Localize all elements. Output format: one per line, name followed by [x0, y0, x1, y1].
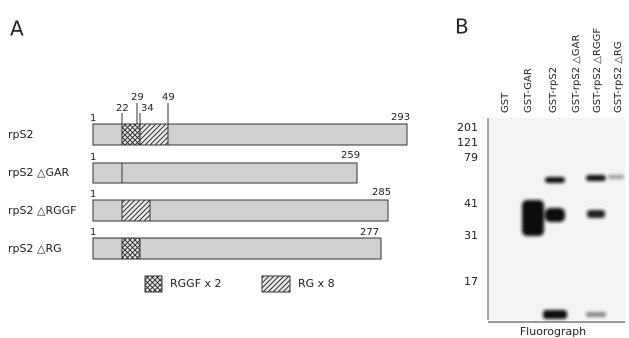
band: [608, 175, 624, 179]
band: [545, 177, 565, 183]
rggf-domain: [122, 124, 140, 145]
end-label: 285: [372, 187, 391, 198]
marker-label: 121: [457, 136, 478, 149]
legend-label: RG x 8: [298, 277, 335, 290]
position-label: 29: [131, 92, 144, 103]
start-label: 1: [90, 189, 96, 200]
end-label: 293: [391, 112, 410, 123]
marker-label: 79: [464, 151, 478, 164]
position-label: 49: [162, 92, 175, 103]
band: [586, 312, 606, 317]
start-label: 1: [90, 227, 96, 238]
page: {"panel_a": {"label": "A", "constructs":…: [0, 0, 629, 338]
panel-label: A: [10, 17, 24, 41]
position-label: 22: [116, 103, 129, 114]
figure: A rpS2 1 293 22 29 34 49 rpS2 △GAR 1 259…: [0, 0, 629, 338]
lane-labels: GST GST-GAR GST-rpS2 GST-rpS2 △GAR GST-rpS2 …: [500, 28, 624, 113]
band: [543, 310, 567, 319]
construct-name: rpS2 △RGGF: [8, 204, 76, 217]
band: [586, 175, 606, 181]
band: [522, 200, 544, 236]
start-label: 1: [90, 152, 96, 163]
end-label: 277: [360, 227, 379, 238]
marker-labels: 201 121 79 41 31 17: [457, 121, 478, 288]
marker-label: 41: [464, 197, 478, 210]
construct-name: rpS2 △RG: [8, 242, 62, 255]
construct-name: rpS2: [8, 128, 34, 141]
construct-bar: [93, 163, 357, 183]
position-label: 34: [141, 103, 154, 114]
lane-label: GST-rpS2 △RG: [613, 41, 624, 113]
band: [587, 210, 605, 218]
legend-swatch: [262, 276, 290, 292]
rggf-domain: [122, 238, 140, 259]
rg-domain: [122, 200, 150, 221]
lane-label: GST-rpS2: [548, 67, 559, 113]
construct-name: rpS2 △GAR: [8, 166, 69, 179]
lane-label: GST-rpS2 △GAR: [571, 34, 582, 113]
end-label: 259: [341, 150, 360, 161]
legend-swatch: [145, 276, 162, 292]
marker-label: 31: [464, 229, 478, 242]
legend-label: RGGF x 2: [170, 277, 222, 290]
band: [545, 208, 565, 222]
panel-label: B: [455, 15, 469, 39]
lane-label: GST-GAR: [523, 68, 534, 113]
lane-label: GST-rpS2 △RGGF: [592, 28, 603, 113]
rg-domain: [140, 124, 168, 145]
marker-label: 17: [464, 275, 478, 288]
caption: Fluorograph: [520, 325, 586, 338]
marker-label: 201: [457, 121, 478, 134]
lane-label: GST: [500, 92, 511, 113]
start-label: 1: [90, 113, 96, 124]
